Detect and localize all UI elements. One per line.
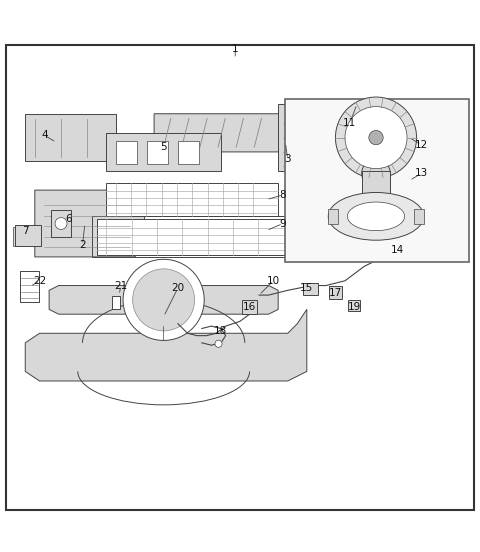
Text: 6: 6	[65, 214, 72, 224]
Bar	[329, 286, 342, 299]
Ellipse shape	[345, 107, 407, 168]
Bar	[13, 227, 23, 246]
Ellipse shape	[215, 340, 222, 347]
Bar	[116, 141, 137, 164]
Polygon shape	[35, 190, 144, 257]
Circle shape	[132, 269, 195, 331]
Bar	[14, 225, 41, 246]
Polygon shape	[25, 310, 307, 381]
Bar	[92, 216, 292, 257]
Text: 4: 4	[41, 130, 48, 140]
Bar	[408, 243, 416, 252]
Bar	[303, 283, 318, 295]
Text: 13: 13	[415, 168, 428, 178]
Ellipse shape	[55, 217, 67, 230]
Text: 5: 5	[160, 142, 167, 152]
Text: 17: 17	[329, 288, 342, 298]
Text: 21: 21	[114, 280, 127, 290]
Bar	[178, 141, 199, 164]
Polygon shape	[49, 285, 278, 314]
Ellipse shape	[362, 159, 390, 188]
Ellipse shape	[336, 97, 417, 178]
Bar	[362, 171, 390, 195]
Bar	[414, 209, 424, 224]
Bar	[147, 141, 168, 164]
Text: 10: 10	[267, 276, 280, 286]
Ellipse shape	[328, 193, 424, 240]
Text: 16: 16	[243, 302, 256, 312]
Text: 2: 2	[79, 240, 86, 250]
Bar	[107, 183, 278, 216]
Text: 22: 22	[33, 276, 46, 286]
Bar	[387, 238, 413, 257]
Polygon shape	[107, 133, 221, 171]
Circle shape	[123, 259, 204, 341]
Bar	[25, 114, 116, 162]
Polygon shape	[154, 114, 288, 152]
Bar	[328, 209, 338, 224]
Text: 20: 20	[171, 283, 184, 293]
Text: 3: 3	[285, 154, 291, 164]
Ellipse shape	[348, 202, 405, 231]
Bar	[278, 104, 312, 171]
Text: 18: 18	[214, 326, 228, 336]
Text: 1: 1	[232, 44, 239, 54]
Text: 14: 14	[391, 245, 404, 255]
Text: 11: 11	[343, 118, 356, 128]
Ellipse shape	[369, 130, 383, 145]
Bar	[97, 219, 288, 254]
Bar	[21, 271, 38, 302]
Text: 19: 19	[348, 302, 361, 312]
Text: 8: 8	[280, 190, 286, 200]
Bar	[285, 99, 469, 262]
Bar	[348, 300, 360, 311]
Text: 12: 12	[415, 140, 428, 150]
Text: 9: 9	[280, 219, 286, 229]
Bar	[51, 210, 71, 237]
Bar	[242, 300, 257, 314]
Text: 15: 15	[300, 283, 313, 293]
Bar	[112, 295, 120, 309]
Text: 7: 7	[22, 226, 29, 236]
